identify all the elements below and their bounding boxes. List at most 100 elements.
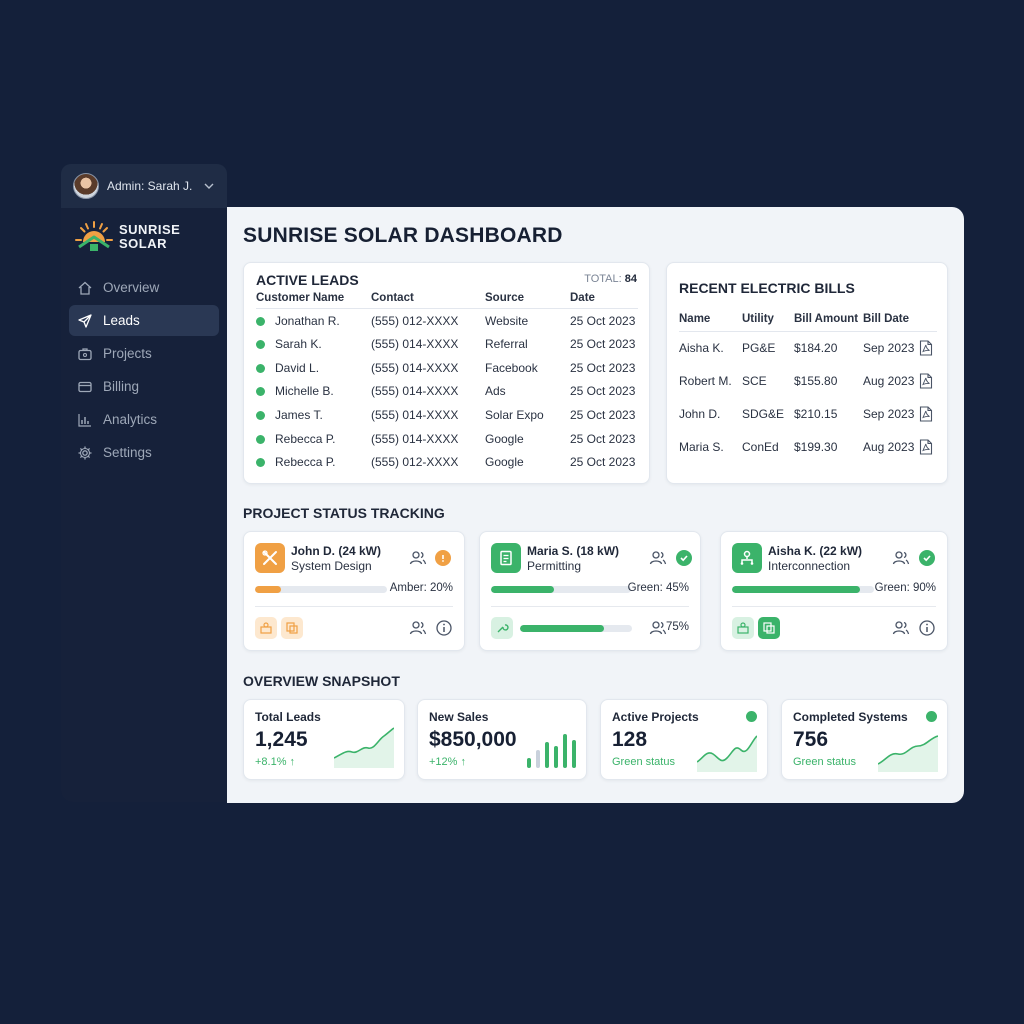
sidebar: SUNRISE SOLAR Overview Leads Projects Bi… [61,208,227,802]
bill-date: Sep 2023 [863,341,915,356]
wrench-icon[interactable] [491,617,513,639]
cell-text: 25 Oct 2023 [570,360,636,375]
lead-name: Jonathan R. [256,309,371,333]
lead-date: 25 Oct 2023 [570,427,638,451]
team-icon[interactable] [649,549,667,567]
table-row[interactable]: Jonathan R. (555) 012-XXXX Website 25 Oct 2… [256,309,638,333]
sidebar-item-settings[interactable]: Settings [69,437,219,468]
project-card-maria[interactable]: Maria S. (18 kW) Permitting Green: 45% 7… [479,531,701,651]
pdf-icon[interactable] [919,406,933,422]
lead-date: 25 Oct 2023 [570,403,638,427]
project-card-aisha[interactable]: Aisha K. (22 kW) Interconnection Green: … [720,531,948,651]
documents-icon[interactable] [758,617,780,639]
lead-name: Michelle B. [256,380,371,404]
cell-text: Google [485,455,524,470]
sidebar-nav: Overview Leads Projects Billing Analytic… [61,272,227,468]
kpi-label: New Sales [429,710,489,724]
kpi-total-leads[interactable]: Total Leads 1,245 +8.1% ↑ [243,699,405,780]
info-icon[interactable] [435,619,453,637]
status-dot [256,387,265,397]
kpi-active-projects[interactable]: Active Projects 128 Green status [600,699,768,780]
leads-total-value: 84 [624,273,637,285]
status-dot [256,340,265,350]
cell-text: Solar Expo [485,408,544,423]
column-header-bill-amount[interactable]: Bill Amount [794,313,859,325]
project-status-label: Amber: 20% [389,582,453,594]
sidebar-item-overview[interactable]: Overview [69,272,219,303]
active-leads-title: ACTIVE LEADS [256,272,359,288]
pdf-download[interactable] [919,431,937,464]
team-icon[interactable] [409,619,427,637]
table-row[interactable]: Sarah K. (555) 014-XXXX Referral 25 Oct 202… [256,332,638,356]
admin-menu[interactable]: Admin: Sarah J. [61,164,227,208]
sidebar-item-projects[interactable]: Projects [69,338,219,369]
cell-text: 25 Oct 2023 [570,384,636,399]
pdf-download[interactable] [919,398,937,431]
lead-contact: (555) 014-XXXX [371,427,485,451]
pdf-download[interactable] [919,332,937,365]
pdf-download[interactable] [919,365,937,398]
bill-amount: $210.15 [794,407,838,421]
bar-sparkline-chart [527,734,576,768]
divider [732,606,936,607]
cell-text: (555) 014-XXXX [371,337,459,352]
sidebar-item-leads[interactable]: Leads [69,305,219,336]
bill-utility: PG&E [742,341,776,356]
lead-contact: (555) 014-XXXX [371,403,485,427]
project-progress-fill [732,586,860,593]
sidebar-item-label: Analytics [103,412,158,427]
home-icon [78,281,92,295]
documents-icon[interactable] [281,617,303,639]
column-header-contact[interactable]: Contact [371,292,414,304]
table-row[interactable]: Rebecca P. (555) 012-XXXX Google 25 Oct 202… [256,451,638,475]
status-dot [926,711,937,722]
lead-contact: (555) 012-XXXX [371,451,485,475]
column-header-source[interactable]: Source [485,292,524,304]
column-header-bill-date[interactable]: Bill Date [863,313,910,325]
sidebar-item-analytics[interactable]: Analytics [69,404,219,435]
table-row[interactable]: Aisha K. PG&E $184.20 Sep 2023 [679,332,937,365]
leads-total: TOTAL: 84 [584,273,637,285]
column-header-name[interactable]: Name [679,313,711,325]
kpi-completed-systems[interactable]: Completed Systems 756 Green status [781,699,948,780]
installer-icon[interactable] [732,617,754,639]
sparkline-chart [697,735,757,772]
table-row[interactable]: David L. (555) 014-XXXX Facebook 25 Oct 202… [256,356,638,380]
cell-text: (555) 014-XXXX [371,360,459,375]
project-card-john[interactable]: John D. (24 kW) System Design Amber: 20% [243,531,465,651]
table-row[interactable]: Rebecca P. (555) 014-XXXX Google 25 Oct 202… [256,427,638,451]
pdf-icon[interactable] [919,340,933,356]
table-row[interactable]: Maria S. ConEd $199.30 Aug 2023 [679,431,937,464]
info-icon[interactable] [918,619,936,637]
cell-text: Jonathan R. [275,313,340,328]
team-icon[interactable] [649,619,667,637]
tools-icon [255,543,285,573]
bill-name: John D. [679,407,721,421]
cell-text: 25 Oct 2023 [570,313,636,328]
project-status-title: PROJECT STATUS TRACKING [243,505,445,521]
kpi-new-sales[interactable]: New Sales $850,000 +12% ↑ [417,699,587,780]
column-header-date[interactable]: Date [570,292,595,304]
table-row[interactable]: John D. SDG&E $210.15 Sep 2023 [679,398,937,431]
kpi-label: Active Projects [612,710,699,724]
leads-table: Customer Name Contact Source Date Jonath… [256,292,638,474]
installer-icon[interactable] [255,617,277,639]
table-row[interactable]: James T. (555) 014-XXXX Solar Expo 25 Oct 2… [256,403,638,427]
cell-text: (555) 012-XXXX [371,455,459,470]
kpi-value: $850,000 [429,728,517,751]
pdf-icon[interactable] [919,439,933,455]
column-header-utility[interactable]: Utility [742,313,774,325]
column-header-customer[interactable]: Customer Name [256,292,345,304]
team-icon[interactable] [409,549,427,567]
table-row[interactable]: Robert M. SCE $155.80 Aug 2023 [679,365,937,398]
sidebar-item-billing[interactable]: Billing [69,371,219,402]
team-icon[interactable] [892,549,910,567]
lead-name: Rebecca P. [256,427,371,451]
kpi-value: 128 [612,728,648,751]
brand-name-line2: SOLAR [119,236,167,251]
table-row[interactable]: Michelle B. (555) 014-XXXX Ads 25 Oct 2023 [256,380,638,404]
lead-source: Solar Expo [485,403,570,427]
team-icon[interactable] [892,619,910,637]
pdf-icon[interactable] [919,373,933,389]
gear-icon [78,446,92,459]
